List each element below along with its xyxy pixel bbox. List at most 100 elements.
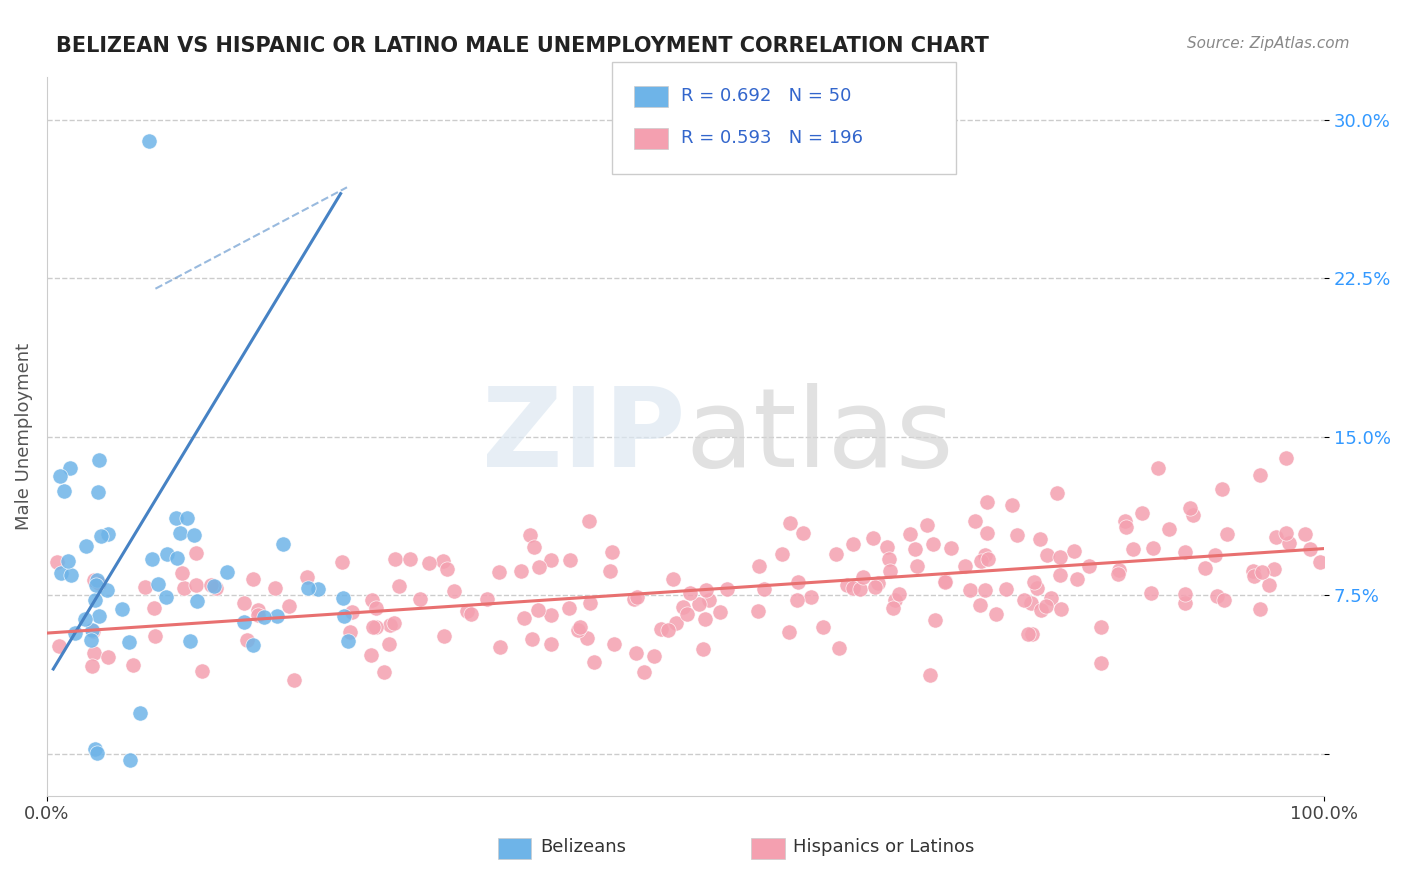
Point [1036, 548, 1059, 562]
Point [60, 567, 83, 582]
Point [121, 658, 143, 673]
Point [862, 531, 884, 545]
Point [1250, 565, 1272, 579]
Point [1278, 536, 1301, 550]
Point [900, 527, 922, 541]
Point [273, 537, 295, 551]
Point [169, 526, 191, 541]
Point [49, 566, 72, 581]
Point [59, 461, 82, 475]
Point [747, 604, 769, 618]
Point [934, 574, 956, 589]
Point [297, 581, 319, 595]
Point [361, 593, 384, 607]
Point [89, 576, 111, 591]
Point [49, 469, 72, 483]
Point [770, 547, 793, 561]
Point [754, 582, 776, 597]
Point [837, 578, 859, 592]
Point [624, 646, 647, 660]
Point [82, 624, 104, 638]
Point [879, 565, 901, 579]
Point [382, 615, 405, 630]
Point [202, 579, 225, 593]
Point [825, 548, 848, 562]
Point [129, 706, 152, 720]
Point [963, 514, 986, 528]
Point [889, 587, 911, 601]
Point [510, 564, 533, 578]
Point [80, 633, 103, 648]
Point [1130, 506, 1153, 520]
Point [366, 620, 388, 634]
Point [83, 573, 105, 587]
Point [111, 602, 134, 616]
Point [80, 623, 103, 637]
Text: Hispanics or Latinos: Hispanics or Latinos [793, 838, 974, 856]
Point [82, 659, 104, 673]
Point [361, 620, 384, 634]
Point [1050, 602, 1073, 616]
Point [1274, 450, 1296, 465]
Point [1294, 527, 1316, 541]
Point [884, 592, 907, 607]
Point [665, 615, 688, 630]
Point [366, 600, 388, 615]
Point [977, 552, 1000, 566]
Point [1174, 596, 1197, 610]
Point [882, 600, 904, 615]
Point [48, 639, 70, 653]
Point [87, 609, 110, 624]
Point [626, 591, 648, 605]
Text: Source: ZipAtlas.com: Source: ZipAtlas.com [1187, 36, 1350, 51]
Point [138, 134, 160, 148]
Point [934, 574, 956, 589]
Point [165, 510, 187, 524]
Point [75, 539, 97, 553]
Point [842, 537, 865, 551]
Point [876, 541, 898, 555]
Point [408, 592, 430, 607]
Point [1174, 587, 1197, 601]
Point [828, 640, 851, 655]
Point [166, 551, 188, 566]
Point [186, 594, 208, 608]
Point [156, 547, 179, 561]
Point [155, 590, 177, 604]
Point [1090, 620, 1112, 634]
Point [1107, 566, 1129, 581]
Point [87, 484, 110, 499]
Point [959, 583, 981, 598]
Point [488, 566, 510, 580]
Point [96, 582, 118, 597]
Point [567, 623, 589, 637]
Point [520, 632, 543, 646]
Point [526, 603, 548, 617]
Point [1025, 582, 1047, 596]
Point [633, 665, 655, 679]
Point [295, 569, 318, 583]
Point [842, 582, 865, 596]
Point [278, 599, 301, 614]
Point [995, 582, 1018, 596]
Point [1035, 599, 1057, 614]
Point [342, 606, 364, 620]
Point [1205, 590, 1227, 604]
Point [378, 637, 401, 651]
Point [579, 596, 602, 610]
Point [1213, 592, 1236, 607]
Point [903, 542, 925, 557]
Point [973, 548, 995, 562]
Point [697, 593, 720, 607]
Point [924, 613, 946, 627]
Point [1299, 541, 1322, 556]
Point [852, 570, 875, 584]
Point [86, 746, 108, 760]
Point [1090, 656, 1112, 670]
Point [475, 592, 498, 607]
Point [1019, 596, 1042, 610]
Point [811, 620, 834, 634]
Point [1024, 575, 1046, 590]
Point [134, 581, 156, 595]
Point [709, 605, 731, 619]
